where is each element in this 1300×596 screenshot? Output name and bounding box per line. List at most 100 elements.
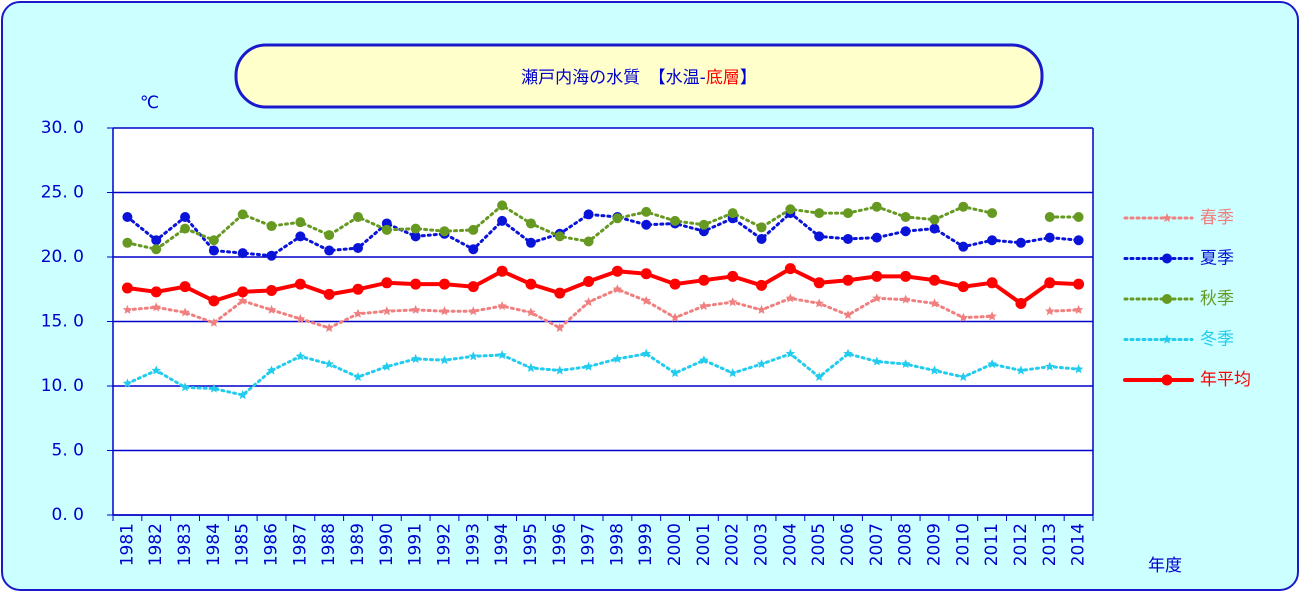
point	[439, 355, 450, 365]
point	[295, 231, 306, 242]
x-tick-label: 2011	[982, 523, 1002, 566]
point	[1073, 304, 1084, 314]
point	[1044, 232, 1055, 243]
point	[324, 359, 334, 369]
point	[1015, 297, 1027, 309]
y-tick-label: 20. 0	[41, 247, 84, 267]
legend-label: 春季	[1200, 208, 1234, 228]
point	[122, 378, 133, 388]
x-tick-label: 2008	[896, 523, 916, 566]
point	[1016, 365, 1026, 375]
y-tick-label: 10. 0	[41, 376, 84, 396]
title-part: 】	[740, 68, 757, 88]
x-tick-label: 1982	[146, 523, 166, 566]
point	[410, 353, 421, 363]
point	[785, 348, 796, 358]
x-tick-label: 2013	[1040, 523, 1060, 566]
point	[1073, 364, 1084, 374]
point	[727, 208, 738, 219]
point	[928, 274, 940, 286]
point	[957, 281, 969, 293]
point	[381, 277, 393, 289]
point	[1073, 278, 1085, 290]
point	[727, 270, 739, 282]
point	[670, 312, 680, 322]
point	[900, 359, 911, 369]
point	[295, 351, 306, 361]
x-tick-label: 2012	[1011, 523, 1031, 566]
point	[871, 270, 883, 282]
x-tick-label: 2010	[953, 523, 973, 566]
point	[784, 263, 796, 275]
point	[640, 268, 652, 280]
point	[986, 277, 998, 289]
point	[381, 224, 392, 235]
point	[929, 214, 940, 225]
point	[438, 278, 450, 290]
point	[150, 286, 162, 298]
point	[496, 265, 508, 277]
y-tick-label: 30. 0	[41, 118, 84, 138]
point	[843, 233, 853, 244]
point	[382, 306, 392, 316]
chart-title: 瀬戸内海の水質 【水温-底層】	[521, 68, 757, 88]
x-tick-label: 2001	[694, 523, 714, 566]
point	[756, 359, 767, 369]
point	[151, 302, 161, 312]
x-tick-label: 1987	[290, 523, 310, 566]
point	[266, 285, 278, 297]
legend-label: 夏季	[1200, 249, 1234, 269]
point	[670, 368, 680, 378]
point	[814, 372, 824, 381]
x-tick-label: 1989	[348, 523, 368, 566]
point	[295, 217, 306, 228]
point	[843, 310, 853, 320]
point	[987, 359, 997, 369]
point	[237, 209, 248, 220]
point	[497, 350, 507, 360]
point	[410, 278, 422, 290]
point	[180, 212, 191, 223]
point	[208, 235, 219, 246]
point	[324, 322, 334, 332]
point	[698, 219, 709, 230]
x-tick-label: 1999	[636, 523, 656, 566]
point	[612, 353, 623, 363]
x-tick-label: 1994	[492, 523, 512, 566]
point	[266, 221, 277, 232]
point	[526, 362, 536, 372]
point	[1073, 235, 1084, 246]
point	[699, 355, 709, 365]
point	[1044, 212, 1055, 223]
point	[872, 293, 882, 303]
point	[929, 223, 940, 234]
point	[121, 282, 133, 294]
y-tick-label: 15. 0	[41, 312, 84, 332]
point	[295, 313, 306, 323]
point	[699, 301, 709, 311]
point	[122, 237, 133, 248]
point	[122, 212, 133, 223]
point	[382, 361, 392, 371]
point	[555, 322, 565, 332]
point	[179, 281, 191, 293]
point	[151, 235, 162, 246]
point	[180, 307, 190, 317]
point	[958, 201, 969, 212]
x-tick-label: 2009	[924, 523, 944, 566]
x-tick-label: 1991	[406, 523, 426, 566]
point	[353, 372, 363, 381]
x-tick-label: 2005	[809, 523, 829, 566]
point	[294, 278, 306, 290]
point	[929, 298, 940, 308]
x-tick-label: 1981	[117, 523, 137, 566]
point	[439, 306, 450, 316]
point	[266, 250, 277, 261]
point	[583, 276, 595, 288]
point	[611, 265, 623, 277]
point	[756, 222, 767, 233]
point	[238, 390, 248, 400]
point	[583, 209, 594, 220]
point	[151, 244, 162, 255]
